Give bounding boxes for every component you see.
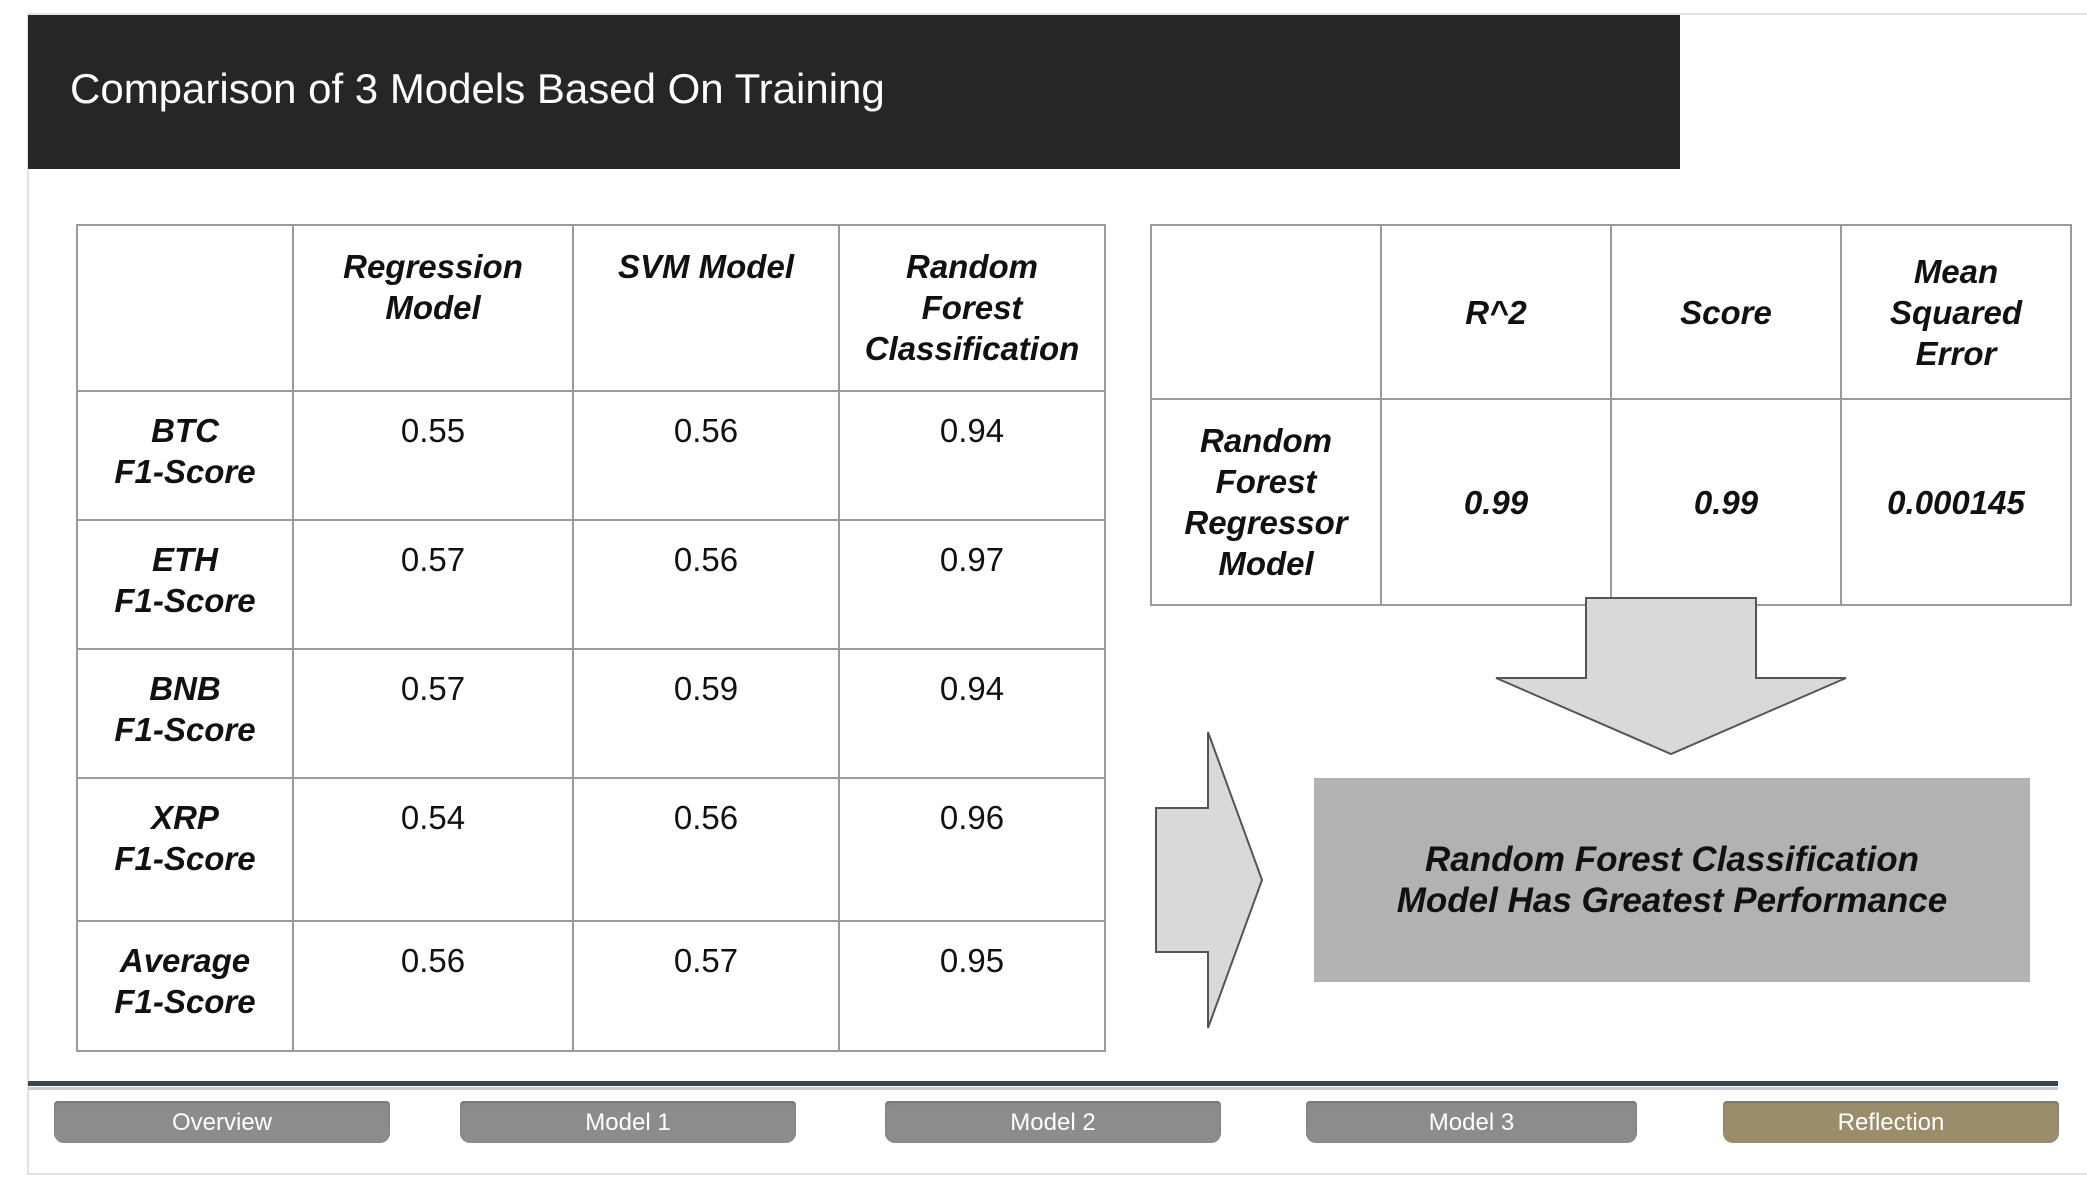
nav-model-1-button[interactable]: Model 1 [460,1101,796,1143]
conclusion-box: Random Forest Classification Model Has G… [1314,778,2030,982]
table-cell: 0.94 [838,390,1106,521]
row-label: Random Forest Regressor Model [1150,398,1382,606]
nav-overview-button[interactable]: Overview [54,1101,390,1143]
column-header-regression: Regression Model [292,224,574,392]
table-cell: 0.54 [292,777,574,922]
column-header-svm: SVM Model [572,224,840,392]
row-label: BTC F1-Score [76,390,294,521]
table-cell: 0.99 [1610,398,1842,606]
table-cell: 0.95 [838,920,1106,1052]
row-label: BNB F1-Score [76,648,294,779]
column-header-mse: Mean Squared Error [1840,224,2072,400]
conclusion-line: Model Has Greatest Performance [1396,881,1948,920]
table-row: Average F1-Score 0.56 0.57 0.95 [76,920,1106,1052]
table-cell: 0.56 [292,920,574,1052]
table-row: XRP F1-Score 0.54 0.56 0.96 [76,777,1106,922]
corner-cell [76,224,294,392]
table-cell: 0.59 [572,648,840,779]
column-header-score: Score [1610,224,1842,400]
right-arrow-icon [1155,731,1264,1029]
table-cell: 0.55 [292,390,574,521]
table-cell: 0.94 [838,648,1106,779]
corner-cell [1150,224,1382,400]
table-cell: 0.57 [292,648,574,779]
nav-divider-shadow [28,1087,2058,1090]
regressor-metrics-table: R^2 Score Mean Squared Error Random Fore… [1150,224,2072,606]
nav-reflection-button[interactable]: Reflection [1723,1101,2059,1143]
nav-divider [28,1081,2058,1086]
row-label: XRP F1-Score [76,777,294,922]
table-cell: 0.56 [572,519,840,650]
table-cell: 0.000145 [1840,398,2072,606]
conclusion-line: Random Forest Classification [1425,840,1919,879]
column-header-r2: R^2 [1380,224,1612,400]
classification-comparison-table: Regression Model SVM Model Random Forest… [76,224,1106,1052]
table-cell: 0.97 [838,519,1106,650]
table-row: BNB F1-Score 0.57 0.59 0.94 [76,648,1106,779]
table-header-row: Regression Model SVM Model Random Forest… [76,224,1106,392]
table-cell: 0.57 [572,920,840,1052]
row-label: ETH F1-Score [76,519,294,650]
slide-frame [27,13,2087,1175]
table-row: Random Forest Regressor Model 0.99 0.99 … [1150,398,2072,606]
table-row: ETH F1-Score 0.57 0.56 0.97 [76,519,1106,650]
down-arrow-icon [1495,597,1847,756]
table-row: BTC F1-Score 0.55 0.56 0.94 [76,390,1106,521]
table-cell: 0.96 [838,777,1106,922]
page-title: Comparison of 3 Models Based On Training [28,15,1680,169]
column-header-random-forest: Random Forest Classification [838,224,1106,392]
nav-model-3-button[interactable]: Model 3 [1306,1101,1637,1143]
table-cell: 0.56 [572,777,840,922]
table-header-row: R^2 Score Mean Squared Error [1150,224,2072,400]
table-cell: 0.99 [1380,398,1612,606]
row-label: Average F1-Score [76,920,294,1052]
table-cell: 0.56 [572,390,840,521]
nav-model-2-button[interactable]: Model 2 [885,1101,1221,1143]
table-cell: 0.57 [292,519,574,650]
